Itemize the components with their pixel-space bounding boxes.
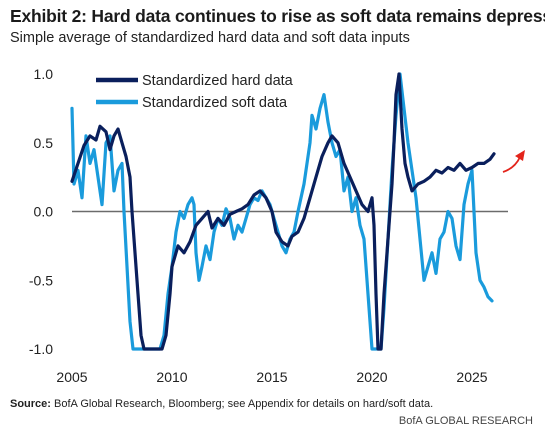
x-tick-label: 2010 [156, 369, 187, 385]
legend-label: Standardized soft data [142, 95, 288, 111]
x-tick-label: 2005 [56, 369, 87, 385]
credit-line: BofA GLOBAL RESEARCH [398, 415, 533, 427]
y-tick-label: -0.5 [29, 272, 53, 288]
x-tick-label: 2025 [456, 369, 487, 385]
x-axis: 2005 2010 2015 2020 2025 [56, 369, 487, 385]
annotation-layer [502, 150, 525, 173]
x-tick-label: 2015 [256, 369, 287, 385]
series-layer [70, 72, 496, 351]
series-line-hard [70, 72, 496, 351]
page-subtitle: Simple average of standardized hard data… [10, 30, 410, 46]
y-tick-label: -1.0 [29, 341, 53, 357]
source-text: BofA Global Research, Bloomberg; see App… [50, 398, 434, 410]
legend-label: Standardized hard data [142, 73, 294, 89]
line-chart: 1.0 0.5 0.0 -0.5 -1.0 2005 2010 2015 2020 2025 S… [29, 66, 525, 385]
y-tick-label: 1.0 [34, 66, 54, 82]
page-title: Exhibit 2: Hard data continues to rise a… [10, 6, 545, 26]
y-tick-label: 0.0 [34, 204, 54, 220]
y-axis: 1.0 0.5 0.0 -0.5 -1.0 [29, 66, 53, 357]
y-tick-label: 0.5 [34, 135, 54, 151]
legend: Standardized hard data Standardized soft … [96, 73, 294, 111]
trend-arrow-shaft [502, 156, 521, 173]
source-label: Source: [10, 398, 51, 410]
source-note: Source: BofA Global Research, Bloomberg;… [10, 398, 433, 410]
trend-arrow-head [515, 150, 525, 161]
x-tick-label: 2020 [356, 369, 387, 385]
